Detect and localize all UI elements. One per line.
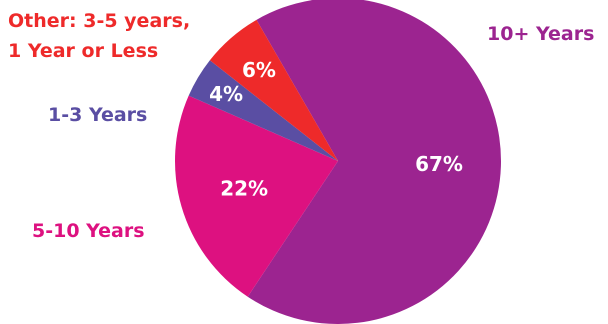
slice-one-three-years (188, 60, 338, 162)
slice-ten-plus-years (247, 0, 501, 324)
slice-label-one-three: 4% (209, 82, 243, 106)
label-ten-plus-years: 10+ Years (487, 23, 595, 45)
slice-label-five-ten: 22% (220, 177, 268, 201)
label-other-line1: Other: 3-5 years, (8, 10, 191, 32)
slice-five-ten-years (175, 95, 338, 297)
slice-label-other: 6% (242, 58, 276, 82)
slice-other (209, 19, 338, 161)
label-one-three-years: 1-3 Years (48, 104, 148, 126)
label-five-ten-years: 5-10 Years (32, 220, 145, 242)
label-other-line2: 1 Year or Less (8, 40, 159, 62)
slice-label-ten-plus: 67% (415, 152, 463, 176)
